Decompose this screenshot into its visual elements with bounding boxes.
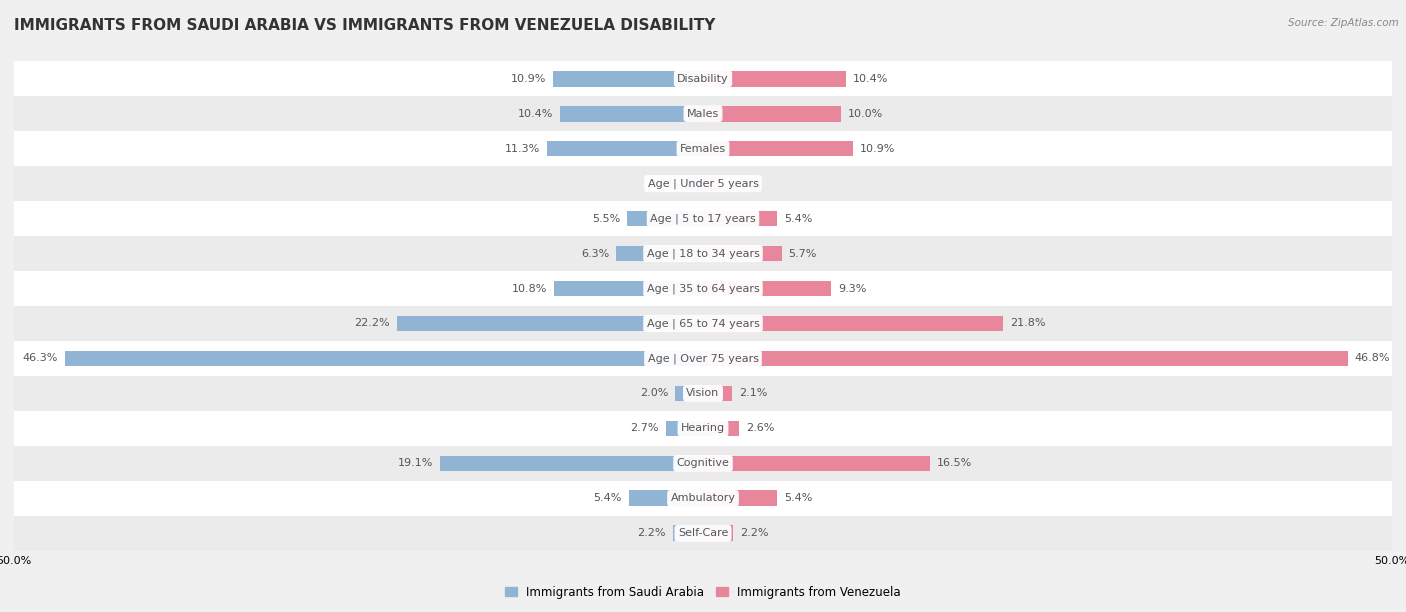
Text: 5.7%: 5.7% bbox=[789, 248, 817, 258]
Bar bbox=[703, 106, 841, 122]
Text: 6.3%: 6.3% bbox=[581, 248, 609, 258]
Bar bbox=[14, 446, 1392, 481]
Bar bbox=[703, 176, 720, 192]
Bar bbox=[14, 166, 1392, 201]
Text: 2.2%: 2.2% bbox=[637, 528, 666, 539]
Text: 5.4%: 5.4% bbox=[593, 493, 621, 503]
Text: 10.9%: 10.9% bbox=[860, 144, 896, 154]
Text: 2.1%: 2.1% bbox=[738, 389, 768, 398]
Text: 10.9%: 10.9% bbox=[510, 73, 546, 84]
Bar bbox=[703, 526, 734, 541]
Bar bbox=[675, 386, 703, 401]
Text: 2.7%: 2.7% bbox=[630, 424, 659, 433]
Bar bbox=[666, 420, 703, 436]
Bar bbox=[14, 201, 1392, 236]
Text: IMMIGRANTS FROM SAUDI ARABIA VS IMMIGRANTS FROM VENEZUELA DISABILITY: IMMIGRANTS FROM SAUDI ARABIA VS IMMIGRAN… bbox=[14, 18, 716, 34]
Bar bbox=[703, 71, 846, 86]
Text: 1.2%: 1.2% bbox=[727, 179, 755, 188]
Text: Hearing: Hearing bbox=[681, 424, 725, 433]
Bar bbox=[703, 455, 931, 471]
Text: 5.4%: 5.4% bbox=[785, 214, 813, 223]
Text: Age | 65 to 74 years: Age | 65 to 74 years bbox=[647, 318, 759, 329]
Text: Age | Under 5 years: Age | Under 5 years bbox=[648, 178, 758, 189]
Bar bbox=[440, 455, 703, 471]
Bar bbox=[14, 411, 1392, 446]
Bar bbox=[703, 141, 853, 157]
Text: Age | 18 to 34 years: Age | 18 to 34 years bbox=[647, 248, 759, 259]
Text: Vision: Vision bbox=[686, 389, 720, 398]
Bar bbox=[703, 281, 831, 296]
Text: 2.0%: 2.0% bbox=[640, 389, 669, 398]
Text: 11.3%: 11.3% bbox=[505, 144, 540, 154]
Text: 19.1%: 19.1% bbox=[398, 458, 433, 468]
Bar bbox=[627, 211, 703, 226]
Bar bbox=[14, 341, 1392, 376]
Text: 21.8%: 21.8% bbox=[1011, 318, 1046, 329]
Text: Age | 5 to 17 years: Age | 5 to 17 years bbox=[650, 214, 756, 224]
Text: Disability: Disability bbox=[678, 73, 728, 84]
Text: 5.4%: 5.4% bbox=[785, 493, 813, 503]
Bar bbox=[686, 176, 703, 192]
Text: 46.8%: 46.8% bbox=[1355, 354, 1391, 364]
Text: 2.6%: 2.6% bbox=[745, 424, 775, 433]
Text: 46.3%: 46.3% bbox=[22, 354, 58, 364]
Bar bbox=[616, 245, 703, 261]
Bar bbox=[14, 96, 1392, 131]
Bar bbox=[703, 351, 1348, 367]
Bar bbox=[547, 141, 703, 157]
Bar bbox=[703, 420, 738, 436]
Text: 16.5%: 16.5% bbox=[938, 458, 973, 468]
Bar bbox=[14, 61, 1392, 96]
Bar bbox=[14, 306, 1392, 341]
Bar bbox=[14, 481, 1392, 516]
Bar bbox=[703, 211, 778, 226]
Text: 22.2%: 22.2% bbox=[354, 318, 391, 329]
Bar bbox=[553, 71, 703, 86]
Bar bbox=[703, 490, 778, 506]
Bar bbox=[560, 106, 703, 122]
Text: 10.4%: 10.4% bbox=[517, 109, 553, 119]
Bar bbox=[14, 271, 1392, 306]
Text: 5.5%: 5.5% bbox=[592, 214, 620, 223]
Text: 10.4%: 10.4% bbox=[853, 73, 889, 84]
Text: Age | 35 to 64 years: Age | 35 to 64 years bbox=[647, 283, 759, 294]
Bar bbox=[703, 316, 1004, 331]
Bar bbox=[672, 526, 703, 541]
Bar bbox=[14, 236, 1392, 271]
Bar bbox=[14, 376, 1392, 411]
Text: 9.3%: 9.3% bbox=[838, 283, 866, 294]
Text: Cognitive: Cognitive bbox=[676, 458, 730, 468]
Text: Ambulatory: Ambulatory bbox=[671, 493, 735, 503]
Text: Self-Care: Self-Care bbox=[678, 528, 728, 539]
Bar bbox=[14, 516, 1392, 551]
Text: Males: Males bbox=[688, 109, 718, 119]
Text: Females: Females bbox=[681, 144, 725, 154]
Bar bbox=[396, 316, 703, 331]
Bar bbox=[14, 131, 1392, 166]
Bar bbox=[703, 386, 733, 401]
Bar bbox=[628, 490, 703, 506]
Text: 10.0%: 10.0% bbox=[848, 109, 883, 119]
Text: Age | Over 75 years: Age | Over 75 years bbox=[648, 353, 758, 364]
Text: 2.2%: 2.2% bbox=[740, 528, 769, 539]
Text: Source: ZipAtlas.com: Source: ZipAtlas.com bbox=[1288, 18, 1399, 28]
Bar bbox=[554, 281, 703, 296]
Legend: Immigrants from Saudi Arabia, Immigrants from Venezuela: Immigrants from Saudi Arabia, Immigrants… bbox=[501, 581, 905, 603]
Bar bbox=[65, 351, 703, 367]
Text: 1.2%: 1.2% bbox=[651, 179, 679, 188]
Text: 10.8%: 10.8% bbox=[512, 283, 547, 294]
Bar bbox=[703, 245, 782, 261]
